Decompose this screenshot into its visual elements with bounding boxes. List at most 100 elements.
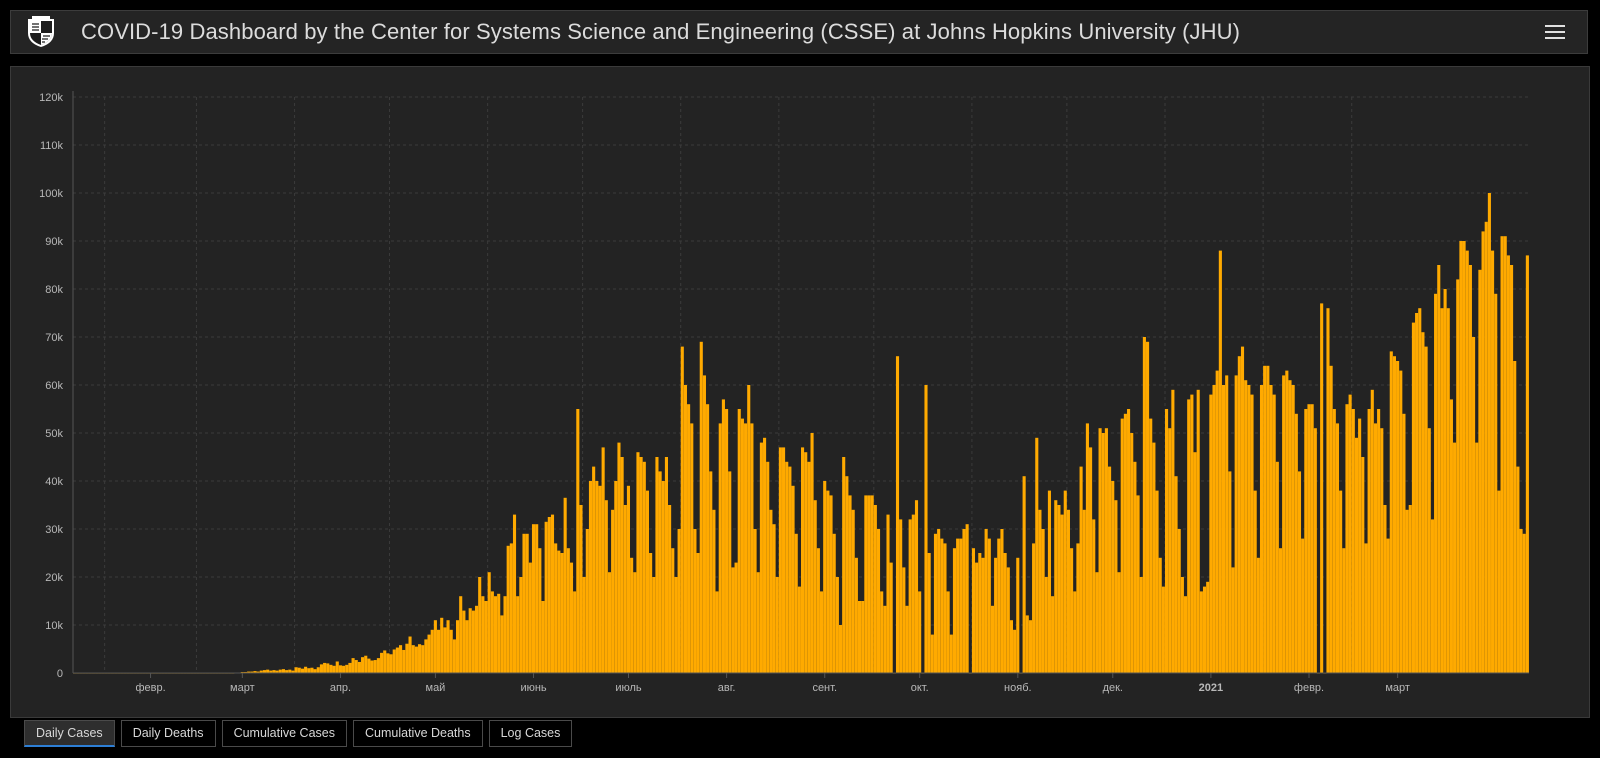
bar: [737, 409, 741, 673]
bar: [1237, 356, 1241, 673]
bar: [1054, 500, 1058, 673]
bar: [418, 644, 422, 673]
bar: [718, 423, 722, 673]
bar: [405, 643, 409, 673]
tab-daily-cases[interactable]: Daily Cases: [24, 720, 115, 747]
bar: [335, 661, 339, 673]
y-tick-label: 80k: [45, 284, 63, 296]
page-title: COVID-19 Dashboard by the Center for Sys…: [81, 19, 1241, 44]
bar: [975, 562, 979, 673]
bar: [310, 667, 314, 673]
bar: [383, 650, 387, 673]
bar: [592, 466, 596, 673]
bar: [1487, 193, 1491, 673]
bar: [1380, 428, 1384, 673]
bar: [1297, 471, 1302, 673]
bar: [1465, 250, 1469, 673]
bar: [680, 346, 684, 673]
bar: [1215, 370, 1219, 673]
bar: [557, 550, 561, 673]
bar: [1494, 293, 1498, 673]
bar: [1133, 461, 1137, 673]
bar: [566, 548, 570, 673]
bar: [626, 485, 631, 673]
tab-cumulative-deaths[interactable]: Cumulative Deaths: [353, 720, 483, 747]
bar: [706, 404, 710, 673]
tab-daily-deaths[interactable]: Daily Deaths: [120, 720, 216, 747]
bar: [1288, 380, 1292, 673]
daily-cases-chart: 0 10k 20k 30k 40k 50k 60k 70k 80k 90k 100k 110k 120k…: [39, 91, 1529, 694]
tab-log-cases[interactable]: Log Cases: [488, 720, 573, 747]
bar: [361, 657, 365, 673]
bar: [889, 562, 893, 673]
bar: [446, 620, 450, 673]
bar: [531, 524, 536, 673]
bar: [1370, 389, 1374, 673]
bar: [1329, 365, 1333, 673]
bar: [956, 538, 960, 673]
bar: [614, 481, 618, 673]
bar: [1146, 341, 1150, 673]
bar: [1190, 394, 1194, 673]
bar: [604, 500, 608, 673]
bar: [873, 505, 877, 673]
bar: [1269, 385, 1273, 673]
bar: [1127, 409, 1131, 673]
bar: [294, 667, 298, 673]
bar: [1193, 452, 1197, 673]
bar: [601, 447, 605, 673]
bar: [1206, 581, 1210, 673]
bar: [753, 529, 757, 673]
bar: [297, 667, 301, 673]
bar: [547, 517, 551, 673]
bar: [354, 660, 358, 673]
bar: [924, 385, 928, 673]
bar: [1044, 577, 1048, 673]
bar: [1405, 509, 1409, 673]
bar: [740, 418, 744, 673]
bar: [459, 596, 463, 673]
x-tick-label: март: [230, 682, 255, 694]
y-tick-label: 20k: [45, 572, 63, 584]
y-tick-label: 50k: [45, 428, 63, 440]
bar: [380, 652, 384, 673]
bar: [1006, 567, 1010, 673]
app-header: COVID-19 Dashboard by the Center for Sys…: [10, 10, 1588, 54]
bar: [990, 605, 995, 673]
bar: [1456, 279, 1460, 673]
bar: [1386, 538, 1390, 673]
bar: [544, 521, 548, 673]
y-tick-label: 30k: [45, 524, 63, 536]
x-tick-label: авг.: [718, 682, 736, 694]
bar: [1187, 399, 1191, 673]
bar: [300, 668, 304, 673]
bar: [430, 629, 434, 673]
bar: [250, 671, 254, 673]
bar: [801, 447, 805, 673]
bar: [1424, 346, 1428, 673]
bar: [503, 596, 507, 673]
bar: [522, 533, 526, 673]
bar: [471, 610, 475, 673]
bar: [772, 524, 776, 673]
bar: [1092, 519, 1096, 673]
bar: [1373, 423, 1377, 673]
bar: [259, 670, 263, 673]
bar: [677, 529, 681, 673]
bar: [715, 591, 719, 673]
tab-cumulative-cases[interactable]: Cumulative Cases: [221, 720, 347, 747]
bar: [367, 658, 371, 673]
hamburger-menu-icon[interactable]: [1545, 23, 1565, 41]
x-tick-label: март: [1385, 682, 1410, 694]
bar: [319, 664, 323, 673]
bar: [1183, 596, 1188, 673]
x-tick-label: нояб.: [1004, 682, 1032, 694]
bar: [864, 495, 868, 673]
bar: [658, 471, 662, 673]
bar: [1155, 490, 1159, 673]
bar: [1177, 529, 1181, 673]
bar: [373, 660, 377, 673]
bar: [829, 495, 833, 673]
bar: [946, 591, 950, 673]
bar: [1035, 437, 1039, 673]
